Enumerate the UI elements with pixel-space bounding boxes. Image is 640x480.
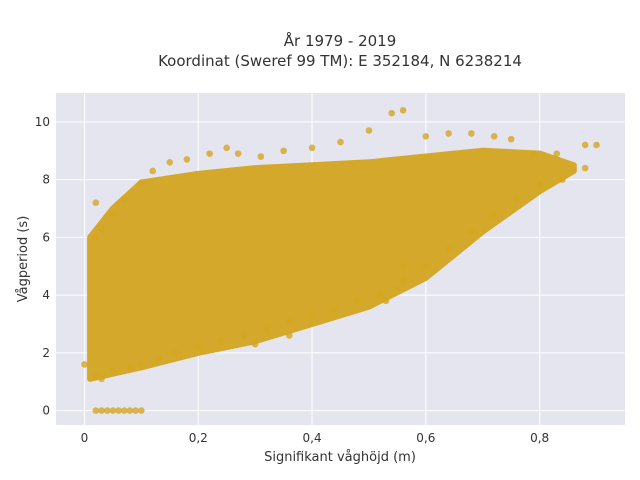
- data-point: [308, 311, 316, 319]
- data-point: [149, 167, 157, 175]
- data-point: [490, 210, 498, 218]
- y-tick-label: 4: [42, 288, 50, 302]
- data-point: [234, 150, 242, 157]
- zero-period-point: [120, 407, 128, 414]
- data-point: [126, 363, 134, 371]
- data-point: [240, 332, 248, 339]
- data-point: [490, 133, 498, 140]
- chart-title-line-1: År 1979 - 2019: [284, 31, 397, 50]
- x-tick-label: 0,6: [416, 431, 435, 445]
- data-point: [120, 196, 128, 204]
- data-point: [422, 262, 430, 270]
- x-tick-label: 0,2: [189, 431, 208, 445]
- data-point: [138, 361, 145, 368]
- data-point: [285, 332, 293, 339]
- data-point: [382, 297, 390, 305]
- data-point: [172, 349, 179, 357]
- data-point: [81, 361, 88, 368]
- data-point: [92, 199, 100, 207]
- data-point: [399, 107, 407, 114]
- dense-point-cloud: [87, 147, 577, 382]
- data-point: [468, 130, 475, 137]
- y-tick-label: 10: [35, 115, 50, 129]
- data-point: [206, 150, 213, 157]
- zero-period-point: [138, 407, 145, 414]
- zero-period-point: [109, 407, 117, 414]
- scatter-points: [81, 107, 600, 414]
- y-tick-label: 0: [42, 404, 50, 418]
- data-point: [257, 153, 265, 160]
- y-axis-title: Vågperiod (s): [16, 216, 31, 303]
- data-point: [513, 196, 521, 204]
- x-tick-label: 0,8: [530, 431, 549, 445]
- x-axis-title: Signifikant våghöjd (m): [264, 450, 416, 465]
- data-point: [280, 147, 287, 155]
- dense-region-shape: [87, 147, 577, 382]
- zero-period-point: [132, 407, 139, 414]
- data-point: [581, 141, 589, 149]
- data-point: [251, 340, 259, 348]
- data-point: [399, 277, 407, 284]
- data-point: [98, 225, 105, 232]
- data-point: [194, 343, 202, 351]
- data-point: [388, 109, 396, 117]
- data-point: [92, 234, 100, 241]
- data-point: [399, 262, 407, 270]
- data-point: [223, 144, 230, 152]
- zero-period-point: [103, 407, 111, 414]
- data-point: [308, 144, 316, 152]
- data-point: [109, 210, 117, 218]
- data-point: [183, 156, 191, 163]
- data-point: [98, 375, 105, 383]
- y-tick-label: 6: [42, 230, 50, 244]
- data-point: [536, 182, 543, 189]
- data-point: [559, 176, 566, 183]
- tick-labels: 0 0,2 0,4 0,6 0,8 0 2 4 6 8 10: [35, 115, 549, 445]
- data-point: [581, 164, 589, 172]
- data-point: [285, 317, 293, 325]
- data-point: [445, 245, 452, 253]
- data-point: [553, 150, 561, 157]
- data-point: [468, 228, 475, 235]
- data-point: [354, 297, 361, 305]
- zero-period-point: [92, 407, 100, 414]
- zero-period-point: [126, 407, 134, 414]
- data-point: [155, 355, 162, 362]
- zero-period-point: [98, 407, 105, 414]
- data-point: [263, 326, 270, 334]
- data-point: [92, 372, 100, 380]
- data-point: [365, 127, 373, 134]
- y-tick-label: 8: [42, 173, 50, 187]
- data-point: [593, 141, 600, 149]
- data-point: [138, 179, 145, 186]
- data-point: [109, 366, 117, 374]
- zero-period-point: [115, 407, 122, 414]
- x-tick-label: 0: [81, 431, 89, 445]
- data-point: [217, 337, 225, 345]
- data-point: [331, 306, 339, 313]
- data-point: [422, 133, 430, 140]
- data-point: [394, 286, 401, 293]
- x-tick-label: 0,4: [303, 431, 322, 445]
- data-point: [445, 130, 452, 137]
- data-point: [377, 291, 384, 299]
- data-point: [507, 135, 515, 143]
- data-point: [166, 158, 174, 166]
- data-point: [337, 138, 344, 146]
- data-point: [530, 150, 538, 157]
- y-tick-label: 2: [42, 346, 50, 360]
- chart-title-line-2: Koordinat (Sweref 99 TM): E 352184, N 62…: [158, 52, 522, 70]
